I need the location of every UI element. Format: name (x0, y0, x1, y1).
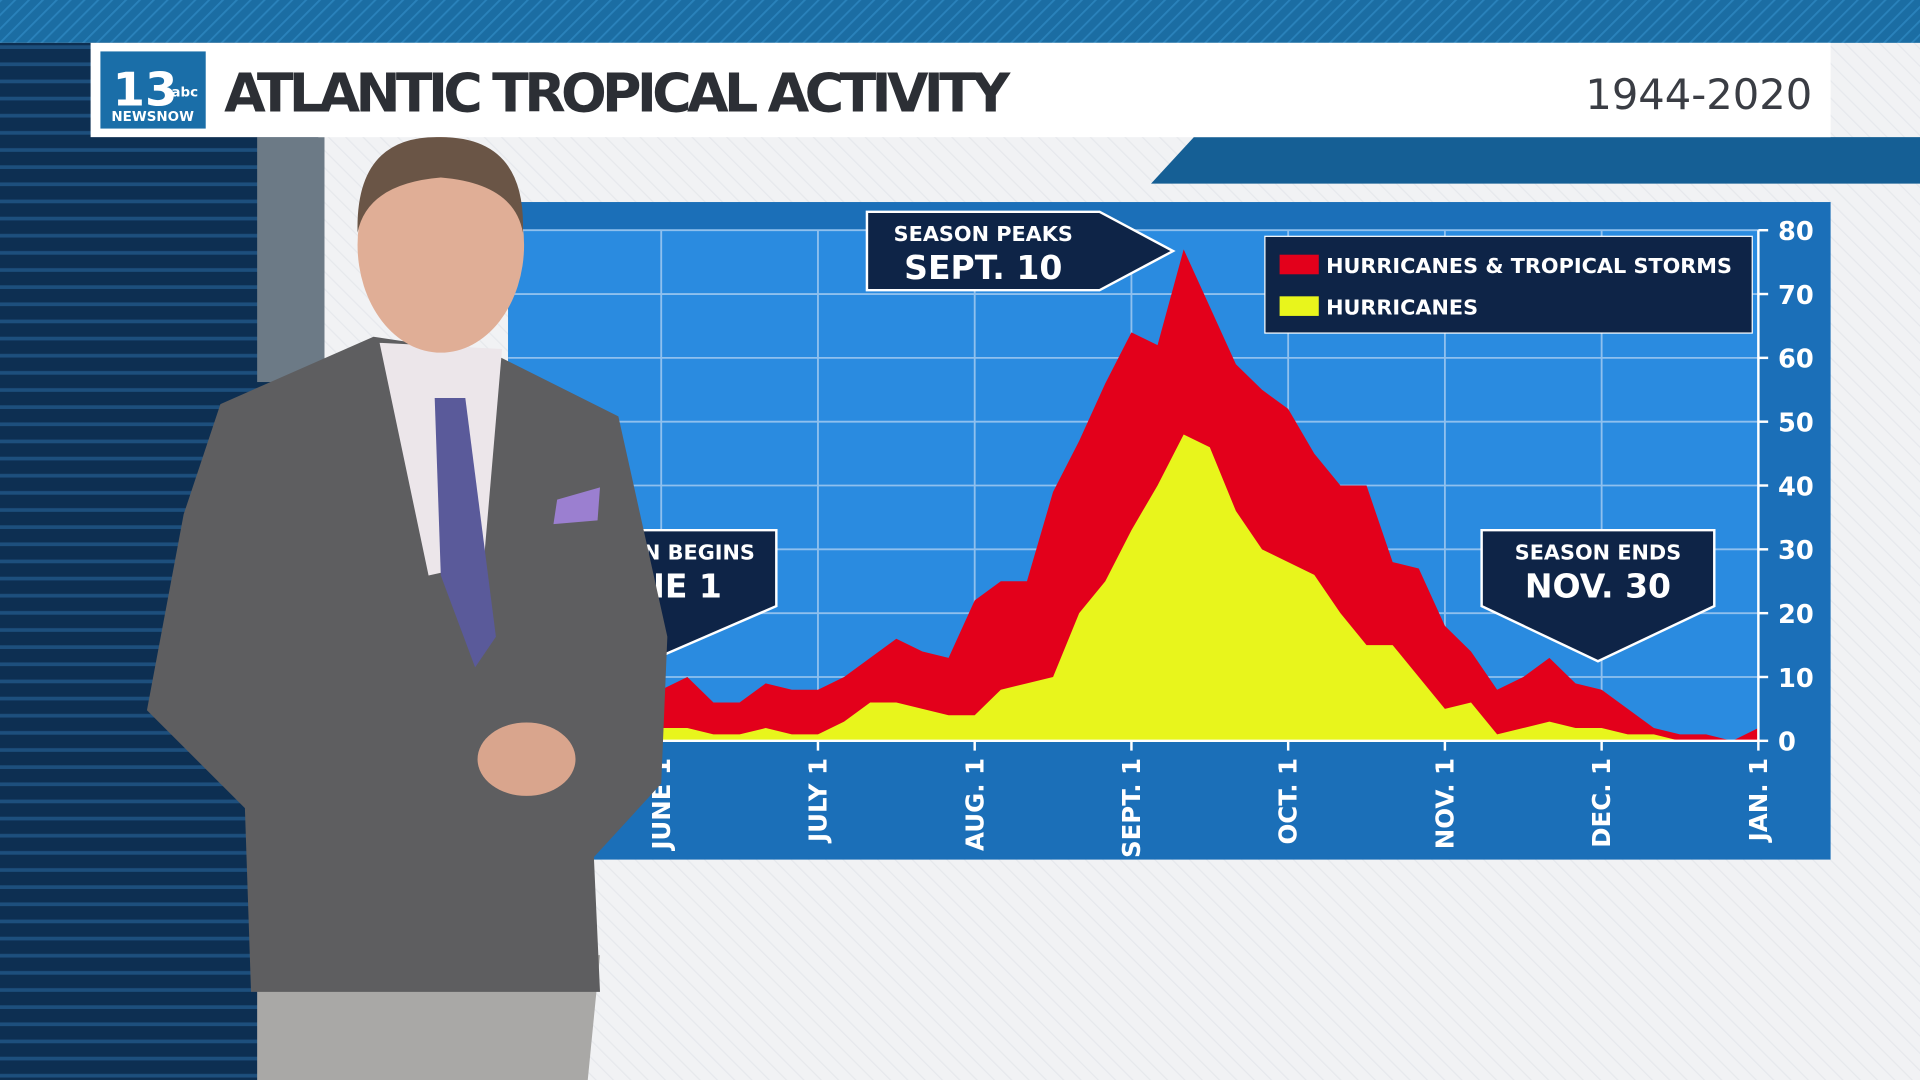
legend-label: HURRICANES (1326, 296, 1478, 320)
x-tick-label: NOV. 1 (1430, 758, 1459, 849)
x-tick-label: JAN. 1 (1744, 758, 1773, 843)
x-tick-label: SEPT. 1 (1117, 758, 1146, 858)
presenter-hair (357, 137, 524, 233)
annotation-peak: SEASON PEAKS SEPT. 10 (865, 210, 1176, 292)
area (661, 434, 1759, 741)
logo-number: 13 (113, 62, 178, 116)
y-tick-label: 20 (1778, 600, 1814, 630)
annotation-title: SEASON ENDS (1515, 541, 1681, 565)
annotation-text: SEPT. 10 (904, 248, 1062, 287)
annotation-title: SEASON PEAKS (894, 222, 1073, 246)
annotation-text: NOV. 30 (1525, 567, 1671, 606)
logo-brand: NEWSNOW (111, 110, 194, 125)
y-tick-label: 0 (1778, 728, 1796, 758)
logo-network: abc (171, 86, 198, 101)
presenter-head (357, 137, 525, 353)
x-tick-label: DEC. 1 (1587, 758, 1616, 848)
annotation-box (865, 210, 1176, 292)
y-tick-label: 60 (1778, 345, 1814, 375)
title: ATLANTIC TROPICAL ACTIVITY (224, 61, 1011, 124)
legend-swatch (1279, 296, 1319, 316)
legend: HURRICANES & TROPICAL STORMS HURRICANES (1264, 235, 1753, 334)
y-tick-label: 10 (1778, 664, 1814, 694)
header-accent (1151, 137, 1920, 184)
x-tick-label: JULY 1 (804, 758, 833, 844)
subtitle: 1944-2020 (1585, 70, 1812, 119)
header-bar (90, 42, 1831, 138)
presenter (146, 137, 668, 1080)
legend-swatch (1279, 254, 1319, 275)
legend-label: HURRICANES & TROPICAL STORMS (1326, 254, 1732, 278)
left-panel-accent (257, 137, 325, 383)
annotation-box (1480, 528, 1716, 663)
legend-box (1264, 235, 1753, 334)
presenter-tie (434, 397, 496, 668)
logo (100, 51, 206, 129)
x-tick-label: AUG. 1 (960, 758, 989, 851)
y-tick-label: 80 (1778, 217, 1814, 247)
y-tick-label: 70 (1778, 281, 1814, 311)
x-tick-label: OCT. 1 (1274, 758, 1303, 845)
y-tick-label: 40 (1778, 472, 1814, 502)
top-band (0, 0, 1920, 43)
presenter-jacket (146, 336, 668, 992)
y-tick-label: 50 (1778, 408, 1814, 438)
annotation-end: SEASON ENDS NOV. 30 (1480, 528, 1716, 663)
presenter-pocket-square (553, 487, 600, 525)
presenter-hands (477, 722, 576, 796)
y-tick-label: 30 (1778, 536, 1814, 566)
